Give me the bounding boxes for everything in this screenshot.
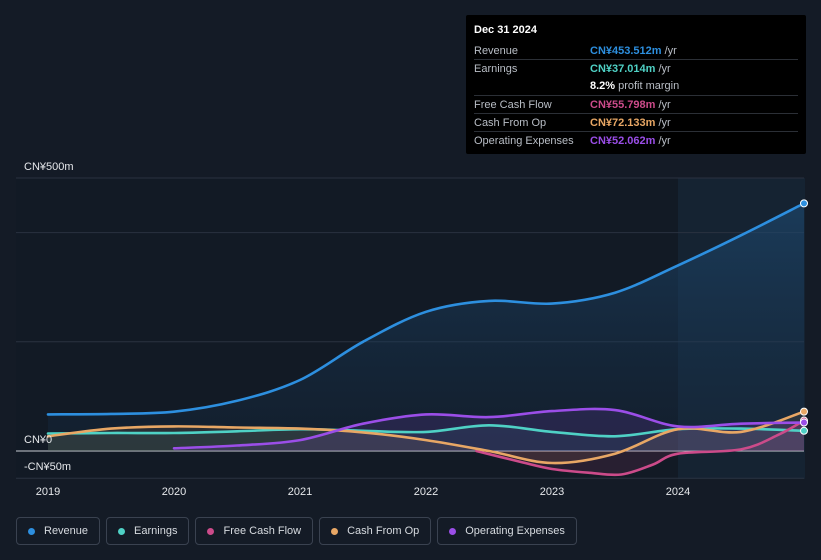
series-area-cash-from-op xyxy=(48,411,804,464)
legend-label: Earnings xyxy=(134,525,178,537)
series-lines xyxy=(46,202,806,477)
legend-dot xyxy=(28,527,35,535)
tooltip-row-revenue: Revenue CN¥453.512m /yr xyxy=(474,42,798,59)
legend-item-free-cash-flow[interactable]: Free Cash Flow xyxy=(195,517,314,545)
legend-item-earnings[interactable]: Earnings xyxy=(106,517,190,545)
x-tick-label: 2024 xyxy=(666,486,690,498)
legend-label: Cash From Op xyxy=(347,525,420,537)
x-tick-label: 2020 xyxy=(162,486,186,498)
tooltip-unit: /yr xyxy=(664,44,677,57)
y-tick-label-top: CN¥500m xyxy=(24,161,74,173)
tooltip-row-operating-expenses: Operating Expenses CN¥52.062m /yr xyxy=(474,131,798,149)
tooltip-value: CN¥52.062m xyxy=(590,135,656,148)
tooltip-value: CN¥72.133m xyxy=(590,116,656,129)
series-endpoint xyxy=(800,426,808,435)
series-endpoints xyxy=(800,199,808,435)
y-tick-label-bottom: -CN¥50m xyxy=(24,461,71,473)
series-endpoint xyxy=(800,199,808,208)
legend-dot xyxy=(118,527,126,535)
x-tick-label: 2022 xyxy=(414,486,438,498)
legend-dot xyxy=(449,527,457,535)
x-tick-label: 2021 xyxy=(288,486,312,498)
y-axis-labels: CN¥500m CN¥0 -CN¥50m xyxy=(24,161,74,473)
tooltip-row-earnings: Earnings CN¥37.014m /yr xyxy=(474,59,798,77)
tooltip-label: Revenue xyxy=(474,44,519,57)
series-endpoint xyxy=(800,418,808,427)
legend-label: Free Cash Flow xyxy=(223,525,302,537)
series-line-revenue xyxy=(46,202,806,416)
legend-item-operating-expenses[interactable]: Operating Expenses xyxy=(437,517,577,545)
series-line-cash-from-op xyxy=(46,410,806,465)
legend-dot xyxy=(331,527,339,535)
chart-legend: Revenue Earnings Free Cash Flow Cash Fro… xyxy=(16,517,577,545)
tooltip-label: Cash From Op xyxy=(474,116,547,129)
tooltip-unit: /yr xyxy=(658,116,671,129)
tooltip-label: Free Cash Flow xyxy=(474,98,552,111)
legend-item-cash-from-op[interactable]: Cash From Op xyxy=(319,517,432,545)
tooltip-value: CN¥453.512m xyxy=(590,44,662,57)
x-axis-labels: 2019 2020 2021 2022 2023 2024 xyxy=(36,486,690,498)
tooltip-unit: /yr xyxy=(658,98,671,111)
series-area-free-cash-flow xyxy=(476,420,804,475)
tooltip-value: CN¥37.014m xyxy=(590,62,656,75)
series-line-operating-expenses xyxy=(172,407,806,450)
y-tick-label-zero: CN¥0 xyxy=(24,434,52,446)
tooltip-label: Operating Expenses xyxy=(474,135,574,148)
series-area-revenue xyxy=(48,203,804,451)
tooltip-unit: /yr xyxy=(658,135,671,148)
legend-dot xyxy=(207,527,215,535)
series-endpoint xyxy=(800,407,808,416)
series-line-free-cash-flow xyxy=(475,419,806,477)
tooltip-row-free-cash-flow: Free Cash Flow CN¥55.798m /yr xyxy=(474,94,798,113)
tooltip-panel: Dec 31 2024 Revenue CN¥453.512m /yr Earn… xyxy=(466,15,806,154)
tooltip-value: 8.2% xyxy=(590,80,616,93)
tooltip-row-cash-from-op: Cash From Op CN¥72.133m /yr xyxy=(474,113,798,131)
legend-label: Operating Expenses xyxy=(465,525,565,537)
tooltip-unit: /yr xyxy=(658,62,671,75)
x-tick-label: 2023 xyxy=(540,486,564,498)
tooltip-value: CN¥55.798m xyxy=(590,98,656,111)
tooltip-unit: profit margin xyxy=(618,80,680,93)
tooltip-date: Dec 31 2024 xyxy=(474,24,537,36)
legend-item-revenue[interactable]: Revenue xyxy=(16,517,101,545)
tooltip-row-profit-margin: 8.2% profit margin xyxy=(474,78,798,95)
tooltip-label: Earnings xyxy=(474,62,518,75)
x-tick-label: 2019 xyxy=(36,486,60,498)
legend-label: Revenue xyxy=(44,525,89,537)
